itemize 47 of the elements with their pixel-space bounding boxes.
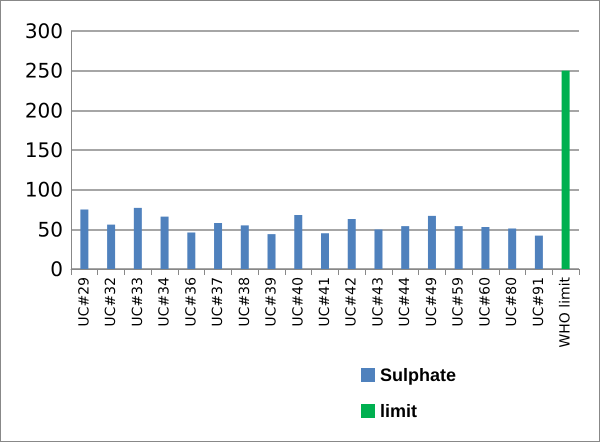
bar <box>481 226 490 269</box>
x-tick-label: UC#80 <box>504 277 520 327</box>
bar <box>294 215 302 269</box>
bar <box>107 224 116 269</box>
x-tick-label: UC#59 <box>450 277 467 327</box>
x-tick-label: UC#38 <box>236 277 253 327</box>
x-tick-label: UC#36 <box>183 276 200 327</box>
bar <box>240 225 249 269</box>
x-tick-label: UC#60 <box>477 277 494 327</box>
x-tick-label: UC#39 <box>264 277 280 327</box>
bar <box>401 226 410 269</box>
x-tick-label: UC#43 <box>370 277 386 327</box>
bar <box>454 226 463 269</box>
y-tick-label: 0 <box>50 257 63 281</box>
bar <box>268 234 276 269</box>
x-tick-label: WHO limit <box>558 276 574 348</box>
y-tick-label: 200 <box>24 98 63 122</box>
bar <box>428 216 436 269</box>
bar <box>160 216 169 269</box>
bar <box>348 219 356 269</box>
x-tick-label: UC#32 <box>103 277 120 327</box>
y-tick-label: 300 <box>24 19 63 43</box>
x-tick-label: UC#49 <box>424 277 440 327</box>
legend-label: limit <box>380 401 418 421</box>
bar <box>374 229 382 269</box>
y-tick-label: 150 <box>24 138 63 162</box>
x-tick-label: UC#29 <box>76 277 92 327</box>
x-tick-label: UC#37 <box>210 277 226 327</box>
x-tick-label: UC#33 <box>130 277 146 327</box>
x-tick-label: UC#91 <box>530 277 547 327</box>
bar <box>214 222 222 269</box>
x-tick-label: UC#34 <box>156 276 173 327</box>
bar <box>80 210 88 269</box>
bar <box>508 228 516 269</box>
bar <box>321 233 329 269</box>
x-tick-label: UC#40 <box>290 277 306 327</box>
x-tick-label: UC#42 <box>344 277 360 327</box>
x-tick-label: UC#44 <box>397 276 414 327</box>
bar <box>534 236 543 269</box>
bar <box>187 232 196 269</box>
y-tick-label: 50 <box>38 217 63 242</box>
y-tick-label: 100 <box>24 178 63 202</box>
bar <box>562 70 570 269</box>
bar <box>134 208 142 269</box>
y-tick-label: 250 <box>24 58 63 83</box>
x-tick-label: UC#41 <box>317 277 333 327</box>
legend-label: Sulphate <box>380 365 456 385</box>
